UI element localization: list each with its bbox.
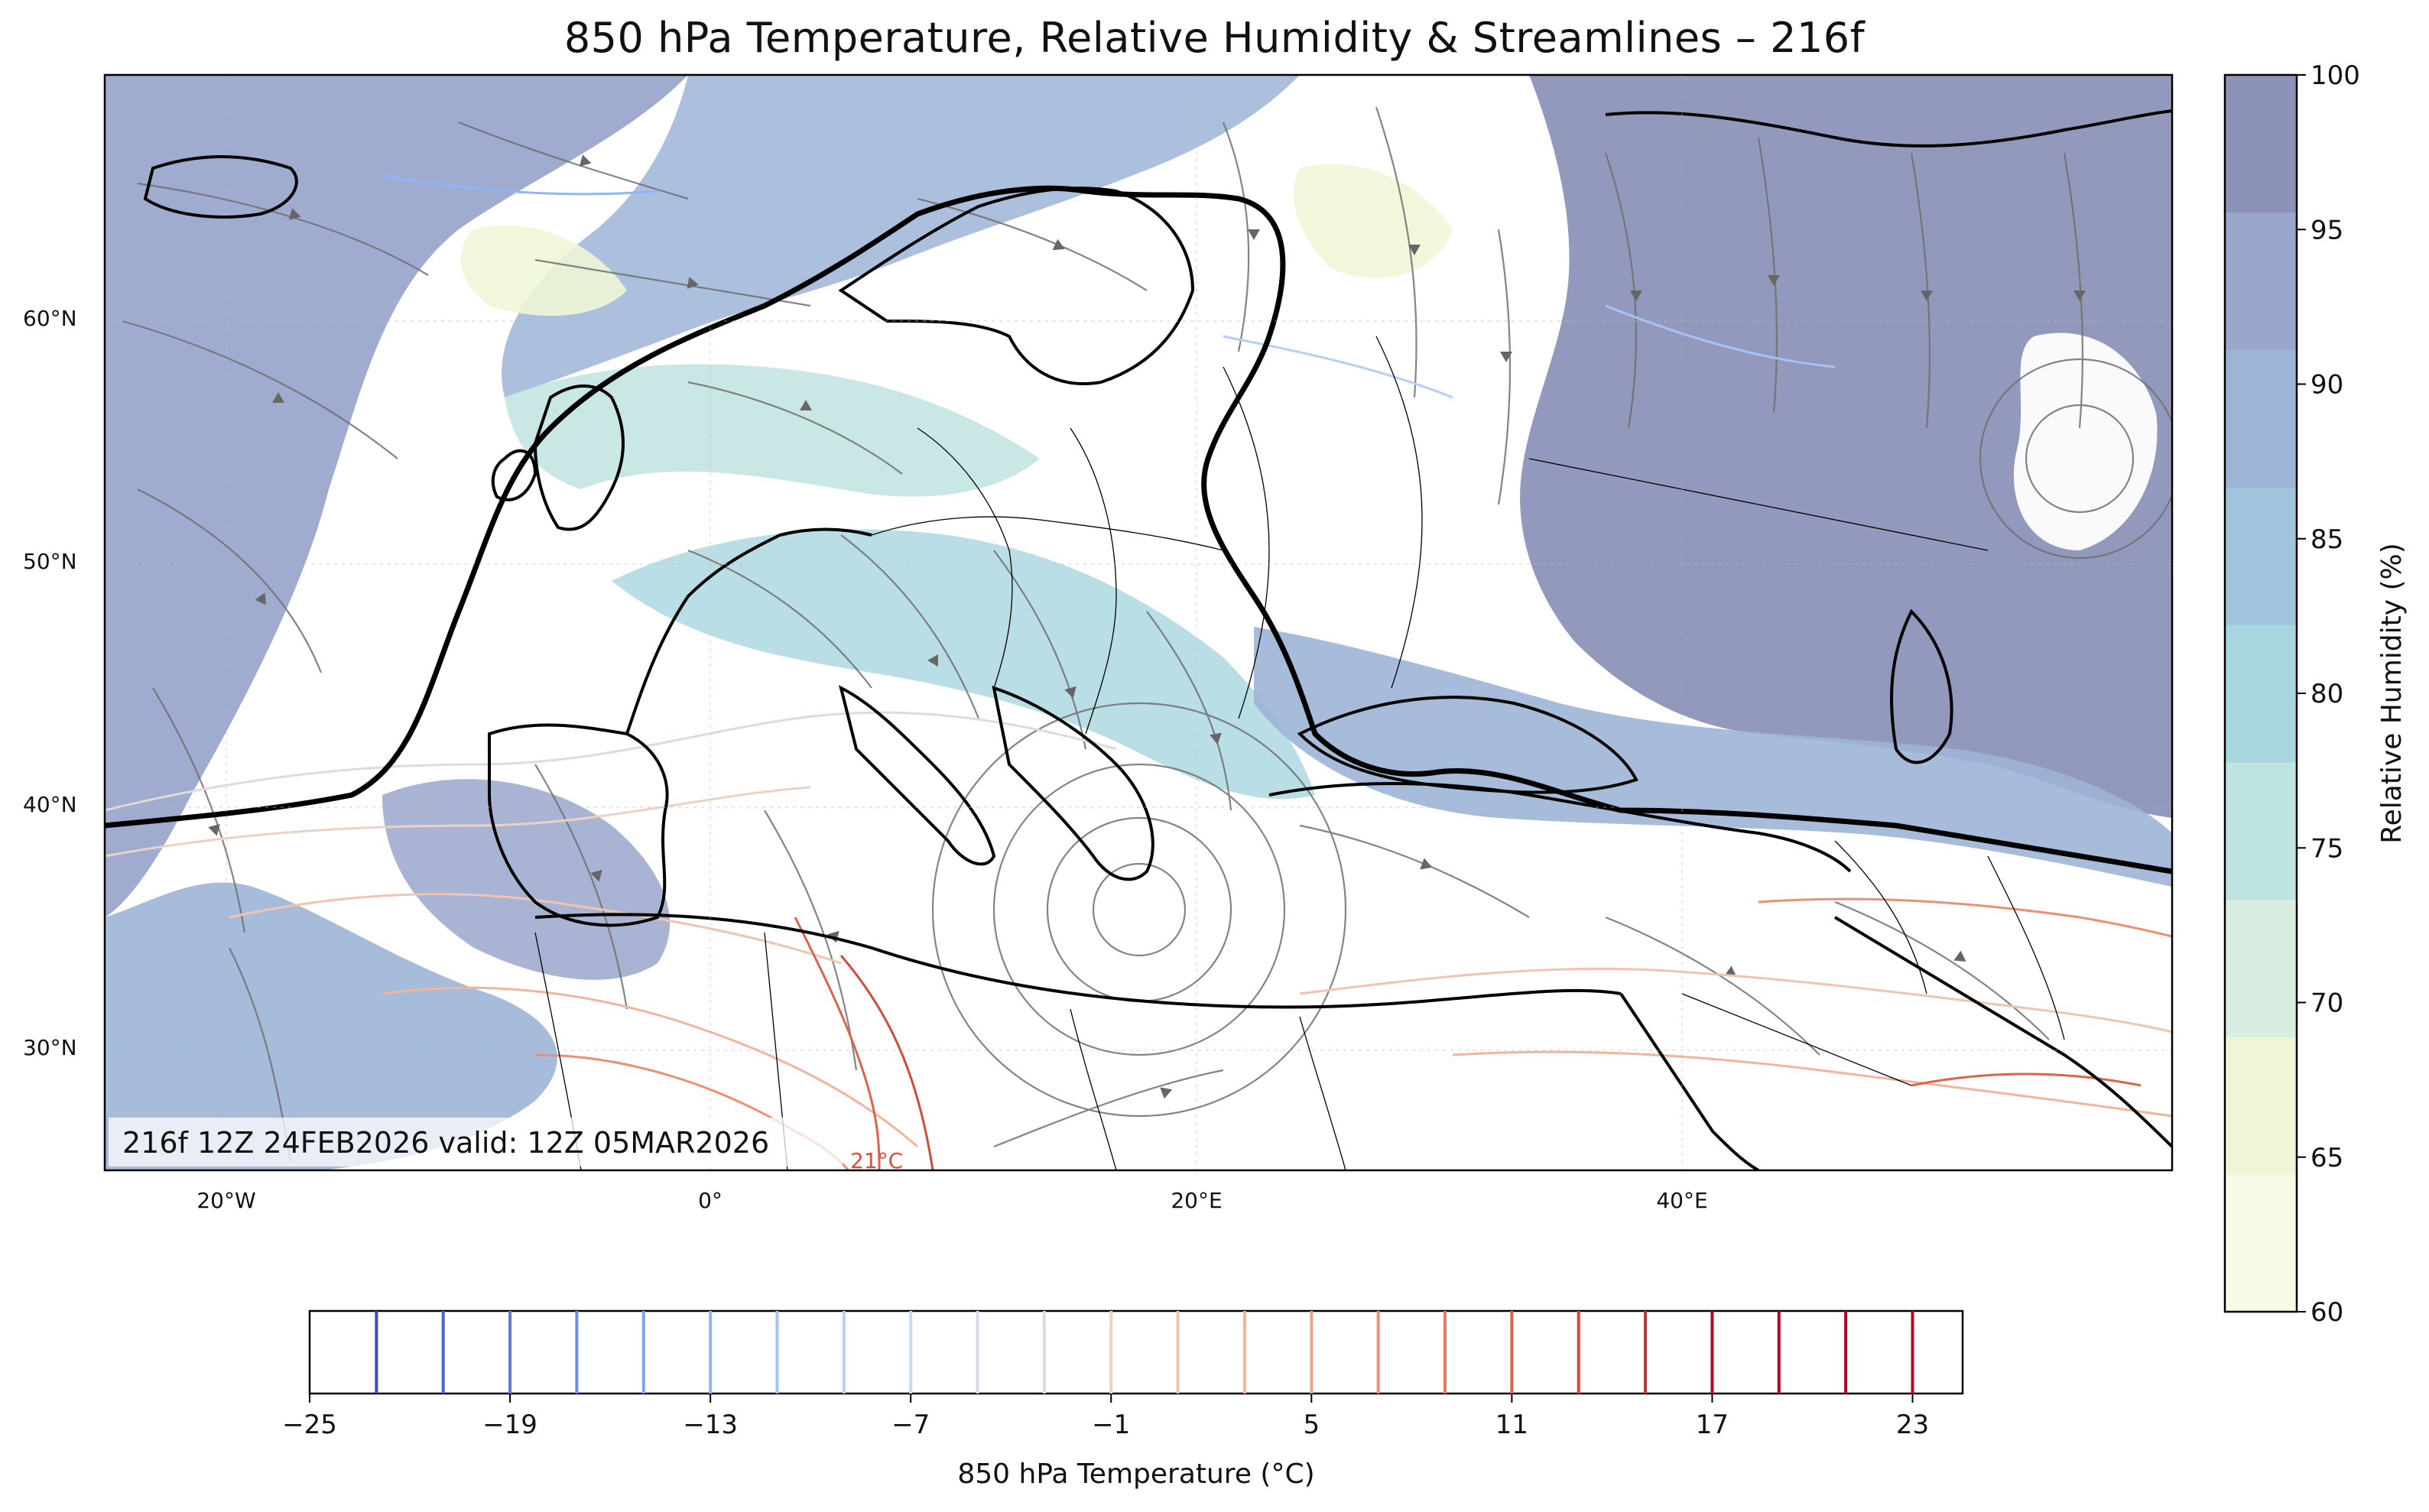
streamlines	[122, 106, 2172, 1163]
rh-colorbar-band	[2225, 761, 2297, 900]
rh-region-north-light	[505, 364, 1040, 497]
rh-colorbar: 60 65 70 75 80 85 90 95 100 Relative Humidity (%…	[2223, 60, 2408, 1328]
temperature-colorbar-tick-label: 11	[1495, 1410, 1528, 1440]
contour-label: 21°C	[850, 1148, 903, 1173]
rh-colorbar-label: Relative Humidity (%)	[2376, 543, 2408, 844]
rh-region-central-europe	[612, 529, 1315, 800]
map-title: 850 hPa Temperature, Relative Humidity &…	[563, 14, 1866, 62]
rh-colorbar-band	[2225, 1037, 2297, 1175]
temperature-colorbar-label: 850 hPa Temperature (°C)	[957, 1458, 1314, 1490]
rh-colorbar-tick-label: 80	[2310, 679, 2343, 709]
temperature-colorbar-tick-label: −13	[683, 1410, 738, 1440]
valid-label-box	[109, 1118, 843, 1166]
rh-region-east	[1520, 75, 2172, 818]
rh-region-atlantic	[105, 75, 688, 917]
rh-region-fringe-a	[460, 225, 627, 316]
temperature-colorbar-tick-label: −19	[482, 1410, 537, 1440]
rh-colorbar-tick-label: 65	[2310, 1143, 2343, 1173]
rh-region-east-inner	[2013, 333, 2158, 550]
rh-colorbar-band	[2225, 349, 2297, 488]
rh-region-atlantic-south	[105, 882, 557, 1170]
lon-tick-20w: 20°W	[196, 1188, 255, 1213]
rh-colorbar-tick-label: 100	[2310, 60, 2360, 91]
lon-tick-0: 0°	[698, 1188, 723, 1213]
lon-tick-labels: 20°W 0° 20°E 40°E	[196, 1188, 1707, 1213]
rh-region-north	[502, 75, 1300, 397]
rh-colorbar-band	[2225, 212, 2297, 351]
temperature-colorbar-tick-label: −25	[282, 1410, 337, 1440]
lat-tick-30: 30°N	[23, 1035, 77, 1060]
temperature-colorbar-frame	[308, 1309, 1964, 1395]
lat-tick-50: 50°N	[23, 549, 77, 574]
coastlines	[143, 109, 2172, 1170]
temperature-colorbar-tick-label: −7	[891, 1410, 930, 1440]
temperature-colorbar-tick-label: 17	[1696, 1410, 1729, 1440]
map-frame	[103, 73, 2174, 1172]
rh-colorbar-tick-label: 85	[2310, 524, 2343, 555]
rh-colorbar-tick-label: 60	[2310, 1297, 2343, 1328]
rh-shading	[105, 75, 2172, 1170]
temperature-colorbar-tick-label: 5	[1303, 1410, 1320, 1440]
cold-contours	[382, 174, 1836, 399]
freezing-isotherm	[105, 185, 2172, 874]
rh-colorbar-tick-label: 70	[2310, 988, 2343, 1019]
lon-tick-40e: 40°E	[1656, 1188, 1707, 1213]
rh-colorbar-band	[2225, 899, 2297, 1037]
rh-colorbar-tick-label: 90	[2310, 370, 2343, 401]
map-panel: 216f 12Z 24FEB2026 valid: 12Z 05MAR2026 …	[105, 75, 2172, 1173]
streamline-arrows	[208, 154, 2086, 1099]
rh-region-iberia-band	[382, 779, 671, 980]
lat-tick-60: 60°N	[23, 306, 77, 331]
temperature-colorbar-tick-label: −1	[1092, 1410, 1130, 1440]
temperature-contours	[105, 711, 2172, 1170]
rh-colorbar-band	[2225, 75, 2297, 213]
lat-tick-40: 40°N	[23, 792, 77, 817]
rh-colorbar-tick-label: 75	[2310, 833, 2343, 864]
rh-colorbar-band	[2225, 487, 2297, 625]
rh-colorbar-band	[2225, 1174, 2297, 1312]
gridlines	[105, 75, 2172, 1170]
rh-colorbar-tick-label: 95	[2310, 215, 2343, 245]
rh-colorbar-band	[2225, 625, 2297, 763]
temperature-colorbar-tick-label: 23	[1896, 1410, 1929, 1440]
temperature-colorbar: −25 −19 −13 −7 −1 5 11 17 23 850 hPa Temperature…	[282, 1309, 1964, 1490]
rh-region-black-sea	[1254, 627, 2172, 887]
lat-tick-labels: 60°N 50°N 40°N 30°N	[23, 306, 77, 1060]
valid-time-label: 216f 12Z 24FEB2026 valid: 12Z 05MAR2026	[122, 1126, 769, 1160]
lon-tick-20e: 20°E	[1171, 1188, 1222, 1213]
